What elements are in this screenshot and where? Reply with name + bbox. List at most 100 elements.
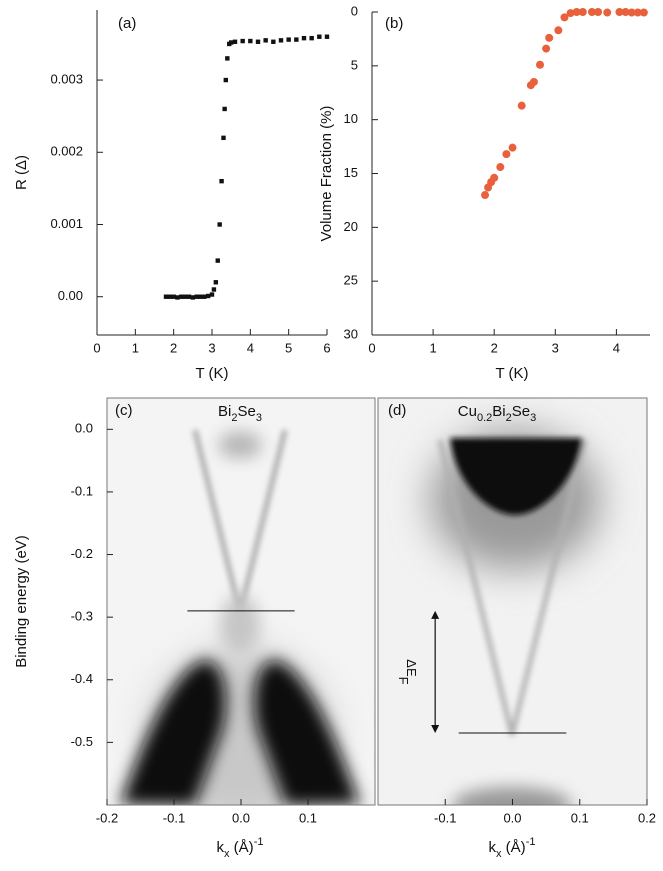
y-axis-label: Binding energy (eV) — [13, 535, 30, 668]
point — [213, 280, 219, 285]
point — [182, 294, 188, 299]
point — [240, 38, 245, 44]
point — [286, 37, 291, 42]
point — [215, 258, 220, 263]
point — [639, 8, 648, 17]
arpes-image-c — [107, 398, 375, 805]
point — [508, 143, 517, 152]
point — [309, 35, 314, 41]
y-tick-label: -0.1 — [71, 483, 93, 498]
point — [572, 8, 581, 16]
point — [186, 294, 192, 299]
text-part: F — [396, 677, 411, 685]
text-part: x — [496, 848, 502, 860]
point — [190, 295, 196, 300]
point — [225, 56, 230, 61]
x-tick-label: 0.1 — [571, 810, 589, 825]
text-part: Bi — [492, 403, 505, 420]
y-tick-label: -0.4 — [71, 671, 93, 686]
point — [621, 8, 630, 16]
panel-title: Bi2Se3 — [218, 403, 262, 424]
y-tick-label: 5 — [351, 57, 358, 72]
text-part: -1 — [254, 836, 264, 848]
point — [202, 294, 207, 299]
x-axis-label: T (K) — [195, 365, 228, 382]
x-tick-label: -0.1 — [163, 810, 185, 825]
text-part: 3 — [530, 412, 536, 424]
y-tick-label: -0.3 — [71, 609, 93, 624]
x-tick-label: 0.1 — [299, 810, 317, 825]
point — [633, 8, 642, 17]
point — [627, 8, 636, 17]
text-part: (Å) — [502, 839, 526, 856]
point — [545, 33, 554, 42]
point — [171, 294, 176, 299]
point — [278, 38, 284, 43]
point — [517, 101, 526, 110]
point — [167, 294, 173, 299]
point — [222, 106, 227, 112]
y-tick-label: 20 — [344, 219, 358, 234]
x-tick-label: 4 — [613, 340, 620, 355]
x-tick-label: 0 — [93, 340, 100, 355]
y-tick-label: 25 — [344, 273, 358, 288]
y-tick-label: 10 — [344, 111, 358, 126]
point — [209, 292, 215, 297]
x-tick-label: 3 — [208, 340, 215, 355]
panel-label: (b) — [385, 15, 403, 32]
point — [560, 13, 569, 22]
x-tick-label: 5 — [285, 340, 292, 355]
text-part: -1 — [526, 836, 536, 848]
x-axis-label: kx (Å)-1 — [217, 836, 264, 860]
text-part: 2 — [506, 412, 512, 424]
arrow-label: ΔEF — [396, 659, 419, 684]
x-tick-label: 0.0 — [503, 810, 521, 825]
y-tick-label: 0.00 — [58, 288, 83, 303]
point — [536, 60, 545, 69]
point — [502, 150, 511, 159]
x-tick-label: 6 — [323, 340, 330, 355]
text-part: Cu — [458, 403, 477, 420]
x-axis-label: kx (Å)-1 — [489, 836, 536, 860]
y-tick-label: 30 — [344, 326, 358, 341]
text-part: 2 — [231, 412, 237, 424]
point — [198, 294, 203, 299]
point — [223, 77, 228, 83]
point — [205, 293, 211, 299]
y-tick-label: 0.002 — [50, 144, 83, 159]
point — [578, 8, 587, 16]
x-tick-label: 0.0 — [232, 810, 250, 825]
text-part: x — [224, 848, 230, 860]
point — [324, 34, 330, 39]
point — [542, 44, 551, 53]
point — [529, 77, 538, 86]
x-axis-label: T (K) — [495, 365, 528, 382]
point — [271, 39, 276, 44]
text-part: k — [489, 839, 497, 856]
arpes-image-d — [378, 398, 647, 805]
point — [301, 35, 307, 41]
point — [615, 8, 624, 16]
point — [219, 178, 224, 184]
text-part: Se — [512, 403, 530, 420]
panel-label: (c) — [115, 402, 133, 419]
x-tick-label: -0.1 — [434, 810, 456, 825]
point — [228, 40, 234, 45]
point — [594, 8, 603, 16]
arrow-head — [431, 610, 440, 619]
point — [211, 287, 217, 292]
point — [294, 37, 299, 42]
y-axis-label: Volume Fraction (%) — [318, 106, 335, 242]
text-part: Bi — [218, 403, 231, 420]
y-tick-label: 0 — [351, 3, 358, 18]
point — [263, 38, 268, 43]
y-tick-label: 0.003 — [50, 71, 83, 86]
y-tick-label: 0.0 — [75, 421, 93, 436]
x-tick-label: 3 — [552, 340, 559, 355]
text-part: 3 — [256, 412, 262, 424]
x-tick-label: 2 — [491, 340, 498, 355]
point — [490, 173, 499, 182]
y-tick-label: -0.2 — [71, 546, 93, 561]
text-part: 0.2 — [477, 412, 492, 424]
